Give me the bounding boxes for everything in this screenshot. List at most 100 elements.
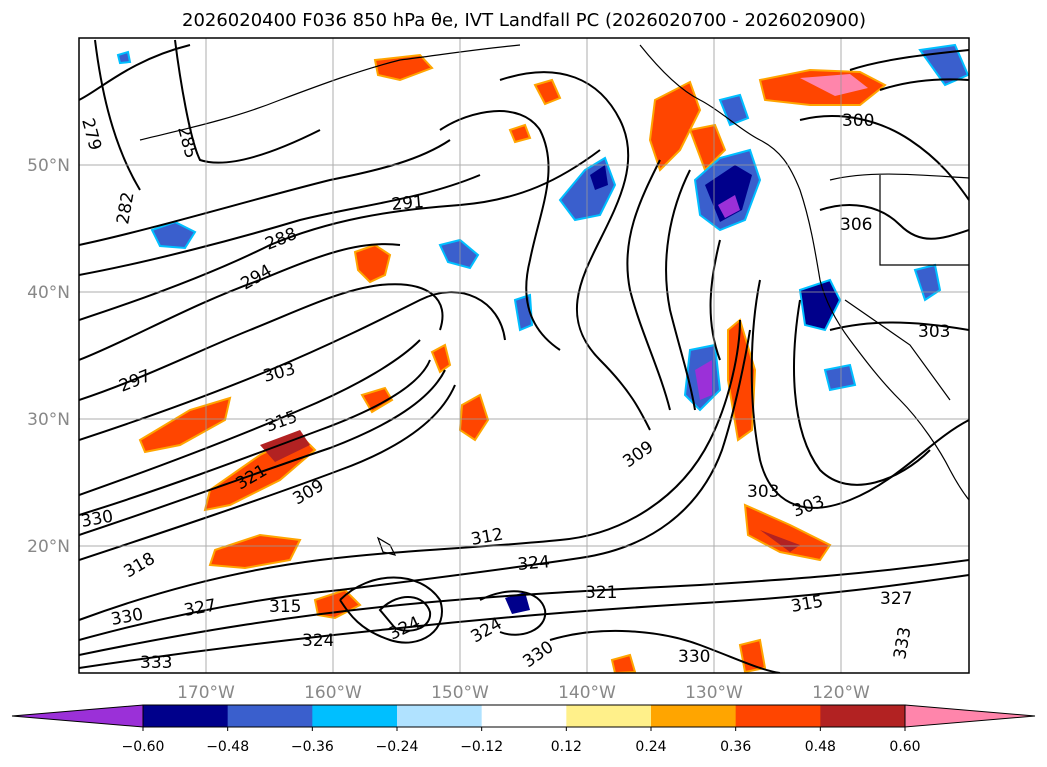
- lon-tick-label: 120°W: [812, 683, 870, 703]
- contour-line: [665, 169, 696, 411]
- shade-negative: [705, 165, 752, 222]
- shade-negative: [695, 360, 712, 400]
- contour-line: [79, 339, 421, 496]
- colorbar-segment: [735, 705, 821, 727]
- lon-tick-label: 160°W: [304, 683, 362, 703]
- shade-positive: [688, 123, 727, 172]
- contour-label: 303: [918, 322, 950, 342]
- shade-positive: [533, 78, 562, 106]
- colorbar-frame: [142, 704, 906, 728]
- chart-title: 2026020400 F036 850 hPa θe, IVT Landfall…: [182, 10, 866, 31]
- lon-tick-labels: 170°W 160°W 150°W 140°W 130°W 120°W: [177, 683, 870, 703]
- contour-line: [849, 49, 969, 71]
- shade-negative: [823, 363, 857, 392]
- colorbar-segment: [651, 705, 737, 727]
- contour-label: 315: [269, 597, 301, 617]
- coastline: [829, 173, 969, 181]
- colorbar-segment: [820, 705, 906, 727]
- contour-line: [439, 110, 561, 351]
- lat-tick-label: 30°N: [27, 410, 70, 430]
- lon-tick-label: 150°W: [431, 683, 489, 703]
- contour-line: [174, 39, 321, 164]
- lat-tick-label: 50°N: [27, 156, 70, 176]
- theta-e-contours: [79, 39, 969, 673]
- colorbar-tick-label: −0.60: [122, 739, 165, 755]
- colorbar-tick-label: 0.24: [635, 739, 666, 755]
- colorbar-segment: [312, 705, 398, 727]
- contour-line: [499, 71, 651, 431]
- contour-line: [750, 279, 969, 509]
- contour-label: 324: [302, 631, 334, 651]
- contour-label: 321: [585, 583, 617, 603]
- shade-positive: [360, 386, 394, 414]
- gridlines: [79, 38, 969, 673]
- contour-line: [79, 559, 969, 656]
- contour-line: [793, 299, 931, 486]
- contour-label: 300: [842, 111, 874, 131]
- map-area: 279 282 285 288 291 294 297 300 303 303 …: [79, 38, 969, 673]
- lat-tick-label: 40°N: [27, 283, 70, 303]
- colorbar-tick-label: −0.24: [376, 739, 419, 755]
- contour-line: [339, 576, 443, 644]
- colorbar-tick-label: 0.36: [720, 739, 751, 755]
- shade-negative: [116, 50, 132, 65]
- contour-line: [79, 174, 481, 276]
- contour-line: [79, 359, 431, 516]
- coastline: [139, 44, 521, 141]
- contour-label: 291: [391, 192, 425, 215]
- shade-positive: [738, 638, 767, 673]
- lat-tick-labels: 50°N 40°N 30°N 20°N: [27, 156, 70, 557]
- colorbar-tick-label: 0.48: [805, 739, 836, 755]
- shade-negative: [913, 263, 942, 302]
- colorbar-tick-label: 0.60: [889, 739, 920, 755]
- shade-positive: [648, 80, 702, 172]
- coastlines: [139, 44, 969, 556]
- contour-line: [79, 319, 741, 621]
- colorbar-segment: [566, 705, 652, 727]
- contour-label: 306: [840, 215, 872, 235]
- colorbar-segment: [481, 705, 567, 727]
- shade-positive: [508, 123, 532, 144]
- contour-line: [79, 291, 506, 441]
- contour-line: [94, 39, 141, 191]
- contour-line: [79, 369, 446, 536]
- colorbar-segment: [143, 705, 229, 727]
- colorbar-under-triangle: [11, 704, 144, 728]
- contour-line: [79, 139, 451, 246]
- contour-line: [549, 629, 781, 673]
- colorbar-tick-label: −0.36: [291, 739, 334, 755]
- coastline: [844, 299, 951, 401]
- lon-tick-label: 140°W: [558, 683, 616, 703]
- shade-positive: [138, 396, 232, 454]
- contour-line: [378, 596, 432, 632]
- shade-positive: [373, 53, 434, 82]
- coastline: [879, 175, 969, 266]
- colorbar-segment: [227, 705, 313, 727]
- contour-line: [709, 239, 721, 361]
- shade-positive: [208, 533, 302, 570]
- contour-line: [79, 243, 401, 361]
- coastline: [376, 536, 397, 556]
- lon-tick-label: 130°W: [685, 683, 743, 703]
- contour-label: 324: [517, 552, 551, 575]
- contour-label: 327: [880, 589, 912, 609]
- contour-line: [79, 44, 191, 101]
- colorbar-segment: [397, 705, 483, 727]
- contour-line: [79, 574, 969, 669]
- contour-line: [799, 115, 969, 201]
- shade-negative: [590, 165, 608, 190]
- contour-line: [819, 204, 969, 240]
- colorbar-tick-label: −0.12: [460, 739, 503, 755]
- shade-positive: [430, 343, 452, 374]
- shade-negative: [718, 195, 740, 218]
- shade-positive: [610, 653, 637, 673]
- colorbar-tick-label: 0.12: [551, 739, 582, 755]
- contour-line: [829, 321, 969, 331]
- shade-negative: [505, 592, 530, 614]
- contour-line: [79, 384, 456, 561]
- contour-line: [479, 590, 547, 636]
- shade-positive: [800, 74, 868, 96]
- coastline: [639, 44, 969, 501]
- lon-tick-label: 170°W: [177, 683, 235, 703]
